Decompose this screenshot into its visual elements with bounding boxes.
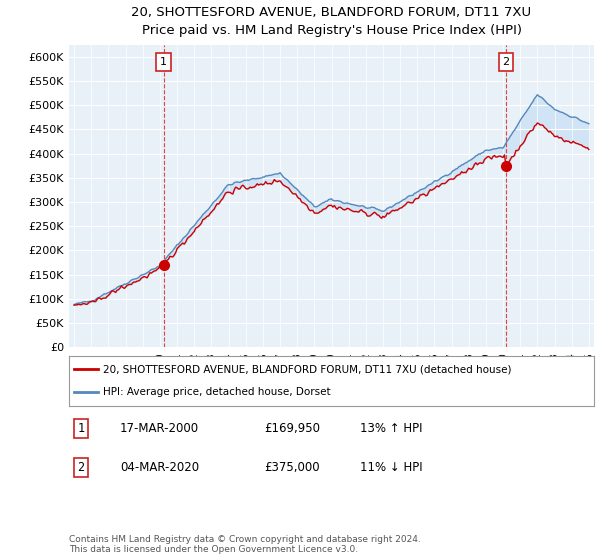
Text: 2: 2 [502,57,509,67]
Text: 11% ↓ HPI: 11% ↓ HPI [360,461,422,474]
Text: £375,000: £375,000 [264,461,320,474]
Text: HPI: Average price, detached house, Dorset: HPI: Average price, detached house, Dors… [103,388,331,398]
Text: 13% ↑ HPI: 13% ↑ HPI [360,422,422,435]
Text: 1: 1 [77,422,85,435]
Text: 2: 2 [77,461,85,474]
Text: 04-MAR-2020: 04-MAR-2020 [120,461,199,474]
Text: 20, SHOTTESFORD AVENUE, BLANDFORD FORUM, DT11 7XU (detached house): 20, SHOTTESFORD AVENUE, BLANDFORD FORUM,… [103,364,512,374]
Text: 17-MAR-2000: 17-MAR-2000 [120,422,199,435]
Text: Contains HM Land Registry data © Crown copyright and database right 2024.
This d: Contains HM Land Registry data © Crown c… [69,535,421,554]
Text: 1: 1 [160,57,167,67]
Text: £169,950: £169,950 [264,422,320,435]
Title: 20, SHOTTESFORD AVENUE, BLANDFORD FORUM, DT11 7XU
Price paid vs. HM Land Registr: 20, SHOTTESFORD AVENUE, BLANDFORD FORUM,… [131,6,532,37]
